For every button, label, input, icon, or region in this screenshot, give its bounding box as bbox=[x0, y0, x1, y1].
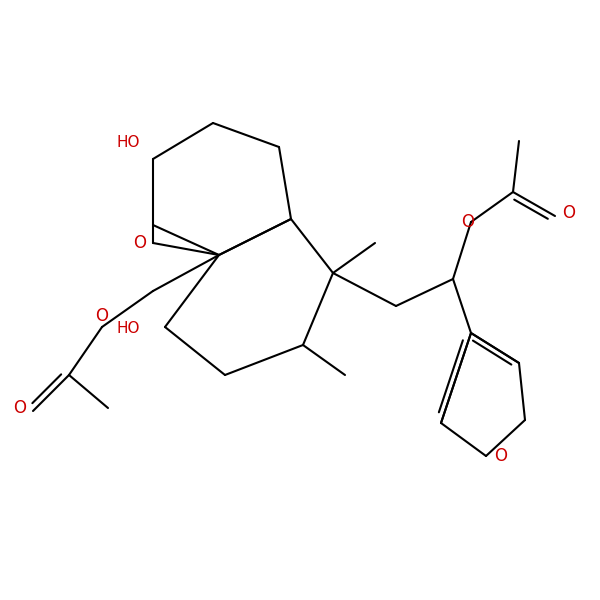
Text: O: O bbox=[133, 234, 146, 252]
Text: O: O bbox=[562, 204, 575, 222]
Text: O: O bbox=[461, 213, 475, 231]
Text: O: O bbox=[494, 447, 508, 465]
Text: O: O bbox=[13, 399, 26, 417]
Text: O: O bbox=[95, 307, 109, 325]
Text: HO: HO bbox=[116, 134, 140, 149]
Text: HO: HO bbox=[116, 322, 140, 336]
